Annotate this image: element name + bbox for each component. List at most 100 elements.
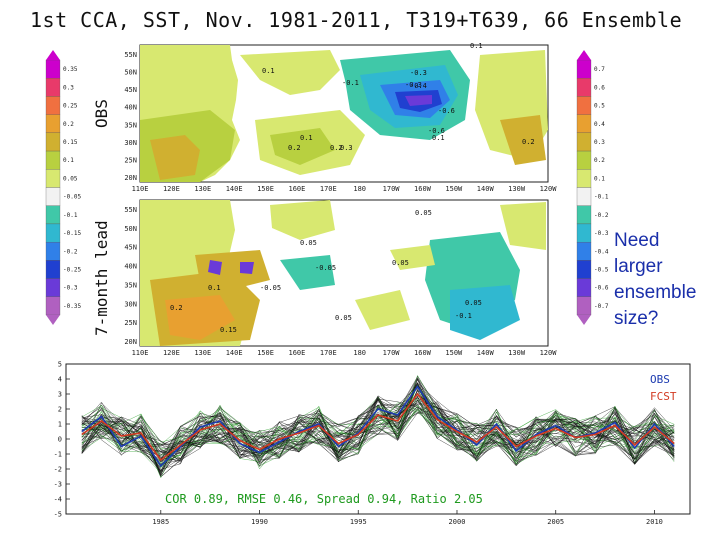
map-lead-lat-label: 30N (124, 300, 137, 308)
map-lead-lat-label: 45N (124, 244, 137, 252)
map-lead-shade-patch-2 (355, 290, 410, 330)
x-tick-label: 2010 (646, 518, 663, 526)
map-lead-contour-label: 0.1 (208, 284, 221, 292)
colorbar-left-tick-label: -0.3 (63, 285, 78, 292)
colorbar-left-tick-label: 0.35 (63, 66, 78, 73)
map-obs-contour-label: 0.1 (470, 42, 483, 50)
colorbar-left-swatch (45, 296, 61, 316)
map-obs-lat-label: 50N (124, 69, 137, 77)
colorbar-right-tick-label: 0.5 (594, 103, 605, 110)
colorbar-left-swatch (45, 78, 61, 97)
map-lead-lat-label: 40N (124, 263, 137, 271)
colorbar-right-tick-label: 0.1 (594, 175, 605, 182)
map-obs-lat-label: 30N (124, 139, 137, 147)
y-tick-label: 0 (58, 436, 62, 444)
ensemble-size-note: Need larger ensemble size? (614, 228, 696, 332)
map-lead-lon-label: 150E (257, 349, 274, 357)
map-lead-contour-label: 0.15 (220, 326, 237, 334)
map-obs-contour-label: -0.1 (342, 79, 359, 87)
colorbar-left-tick-label: 0.1 (63, 157, 74, 164)
colorbar-left-swatch (45, 278, 61, 297)
ensemble-member-line (81, 377, 675, 466)
map-obs-contour-label: -0.4 (410, 82, 427, 90)
y-tick-label: -5 (54, 511, 62, 519)
map-lead-lon-label: 140E (226, 349, 243, 357)
map-obs-lat-label: 45N (124, 86, 137, 94)
colorbar-left-bottom-arrow (46, 315, 60, 325)
colorbar-right: 0.7 0.6 0.5 0.4 0.3 0.2 0.1 -0.1 -0.2 -0.3 -0.4 -0.… (576, 50, 609, 325)
colorbar-right-swatch (576, 205, 592, 225)
map-lead-contour-label: 0.05 (300, 239, 317, 247)
map-obs-lon-label: 140W (477, 185, 495, 193)
colorbar-left-tick-label: 0.05 (63, 175, 78, 182)
colorbar-right-swatch (576, 296, 592, 316)
colorbar-right-bottom-arrow (577, 315, 591, 325)
map-obs-lat-label: 20N (124, 174, 137, 182)
map-obs-contour-label: 0.2 (522, 138, 535, 146)
colorbar-right-top-arrow (577, 50, 591, 60)
map-obs-lon-label: 120E (163, 185, 180, 193)
colorbar-right-tick-label: -0.7 (594, 303, 609, 310)
map-obs-lon-label: 120W (540, 185, 558, 193)
x-tick-label: 2005 (547, 518, 564, 526)
x-tick-label: 1990 (251, 518, 268, 526)
map-obs-lon-label: 150W (445, 185, 463, 193)
colorbar-right-tick-label: -0.3 (594, 230, 609, 237)
y-tick-label: -3 (54, 481, 62, 489)
map-obs-lon-label: 160E (288, 185, 305, 193)
figure-title: 1st CCA, SST, Nov. 1981-2011, T319+T639,… (30, 8, 683, 32)
colorbar-right-swatch (576, 169, 592, 188)
colorbar-left-swatch (45, 241, 61, 261)
x-tick-label: 1995 (350, 518, 367, 526)
colorbar-right-tick-label: -0.6 (594, 285, 609, 292)
colorbar-right-tick-label: -0.1 (594, 194, 609, 201)
map-obs-contour-label: -0.3 (405, 81, 422, 89)
map-lead-contour-label: 0.2 (170, 304, 183, 312)
map-obs-lon-label: 160W (414, 185, 432, 193)
colorbar-left-tick-label: -0.1 (63, 212, 78, 219)
map-obs-lon-label: 180 (353, 185, 366, 193)
map-obs-contour-label: 0.2 (330, 144, 343, 152)
colorbar-right-swatch (576, 59, 592, 79)
colorbar-left-swatch (45, 96, 61, 115)
colorbar-right-swatch (576, 223, 592, 243)
y-tick-label: 5 (58, 361, 62, 369)
ensemble-member-line (81, 397, 675, 461)
map-obs-lat-label: 40N (124, 104, 137, 112)
map-obs-lon-label: 130E (194, 185, 211, 193)
colorbar-right-swatch (576, 78, 592, 97)
map-obs-lon-label: 110E (132, 185, 149, 193)
map-lead-lon-label: 160W (414, 349, 432, 357)
x-tick-label: 2000 (449, 518, 466, 526)
colorbar-left-swatch (45, 150, 61, 170)
ensemble-member-line (81, 383, 675, 474)
colorbar-right-swatch (576, 187, 592, 206)
map-obs-contour-label: -0.3 (410, 69, 427, 77)
map-lead-contour-label: -0.1 (455, 312, 472, 320)
map-obs-contour-label: -0.6 (438, 107, 455, 115)
map-lead-shade-anomaly-1 (208, 260, 222, 275)
y-tick-label: -1 (54, 451, 62, 459)
map-lead-shade-patch-3 (500, 202, 546, 250)
colorbar-left-swatch (45, 223, 61, 243)
map-obs-lat-label: 55N (124, 51, 137, 59)
y-tick-label: 2 (58, 406, 62, 414)
colorbar-right-tick-label: 0.3 (594, 139, 605, 146)
map-lead-contour-label: 0.05 (415, 209, 432, 217)
map-lead-lon-label: 140W (477, 349, 495, 357)
map-lead-lat-label: 25N (124, 319, 137, 327)
map-lead-lon-label: 120E (163, 349, 180, 357)
map-lead-contour-label: -0.05 (260, 284, 281, 292)
timeseries-legend: OBS FCST (650, 373, 677, 403)
colorbar-left-swatch (45, 205, 61, 225)
map-lead-contour-label: -0.05 (315, 264, 336, 272)
note-line-3: ensemble (614, 282, 697, 303)
map-obs-contour-label: 0.1 (300, 134, 313, 142)
colorbar-right-swatch (576, 241, 592, 261)
skill-score-annotation: COR 0.89, RMSE 0.46, Spread 0.94, Ratio … (165, 492, 483, 506)
ensemble-member-line (81, 378, 675, 473)
ensemble-member-line (81, 406, 675, 466)
map-lead-shade-hot (165, 295, 235, 340)
map-lead-lat-label: 55N (124, 206, 137, 214)
map-lead-lon-label: 110E (132, 349, 149, 357)
